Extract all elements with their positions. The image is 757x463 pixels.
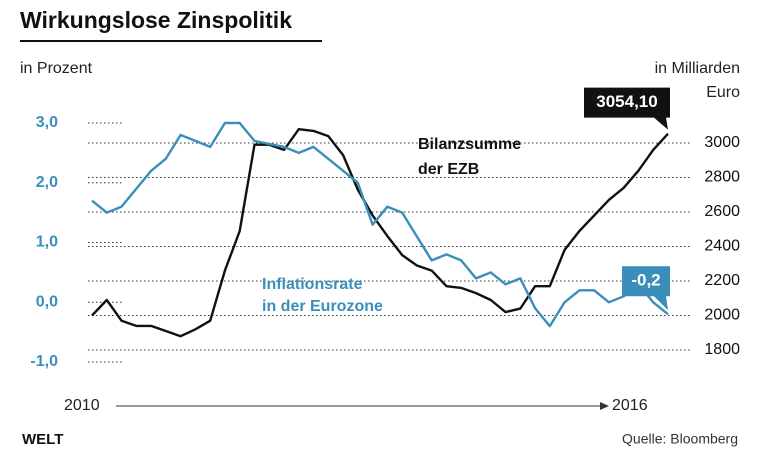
data-label: 3054,10: [596, 92, 657, 111]
y2-tick-label: 3000: [704, 134, 740, 151]
x-axis-label: 2016: [612, 397, 648, 414]
series-line: [91, 127, 669, 338]
y-tick-label: 0,0: [36, 293, 58, 310]
y2-tick-label: 2400: [704, 238, 740, 255]
legend-label: in der Eurozone: [262, 298, 383, 315]
y-tick-label: -1,0: [30, 353, 58, 370]
y2-axis-label: Euro: [706, 84, 740, 101]
y-tick-label: 3,0: [36, 114, 58, 131]
y-tick-label: 1,0: [36, 234, 58, 251]
label-box: [622, 266, 670, 311]
y2-tick-label: 1800: [704, 341, 740, 358]
y2-tick-label: 2000: [704, 307, 740, 324]
series-line: [91, 121, 669, 328]
y2-tick-label: 2800: [704, 169, 740, 186]
brand: WELT: [22, 431, 63, 448]
source: Quelle: Bloomberg: [622, 431, 738, 447]
y-axis-label: in Prozent: [20, 60, 93, 77]
y-tick-label: 2,0: [36, 174, 58, 191]
legend-label: Bilanzsumme: [418, 136, 521, 153]
y2-tick-label: 2200: [704, 272, 740, 289]
legend-label: der EZB: [418, 161, 479, 178]
time-arrow-head: [600, 402, 609, 410]
y2-tick-label: 2600: [704, 203, 740, 220]
label-box: [584, 87, 670, 130]
chart-title: Wirkungslose Zinspolitik: [20, 7, 292, 33]
y2-axis-label: in Milliarden: [655, 60, 740, 77]
legend-label: Inflationsrate: [262, 276, 363, 293]
data-label: -0,2: [631, 271, 660, 290]
x-axis-label: 2010: [64, 397, 100, 414]
